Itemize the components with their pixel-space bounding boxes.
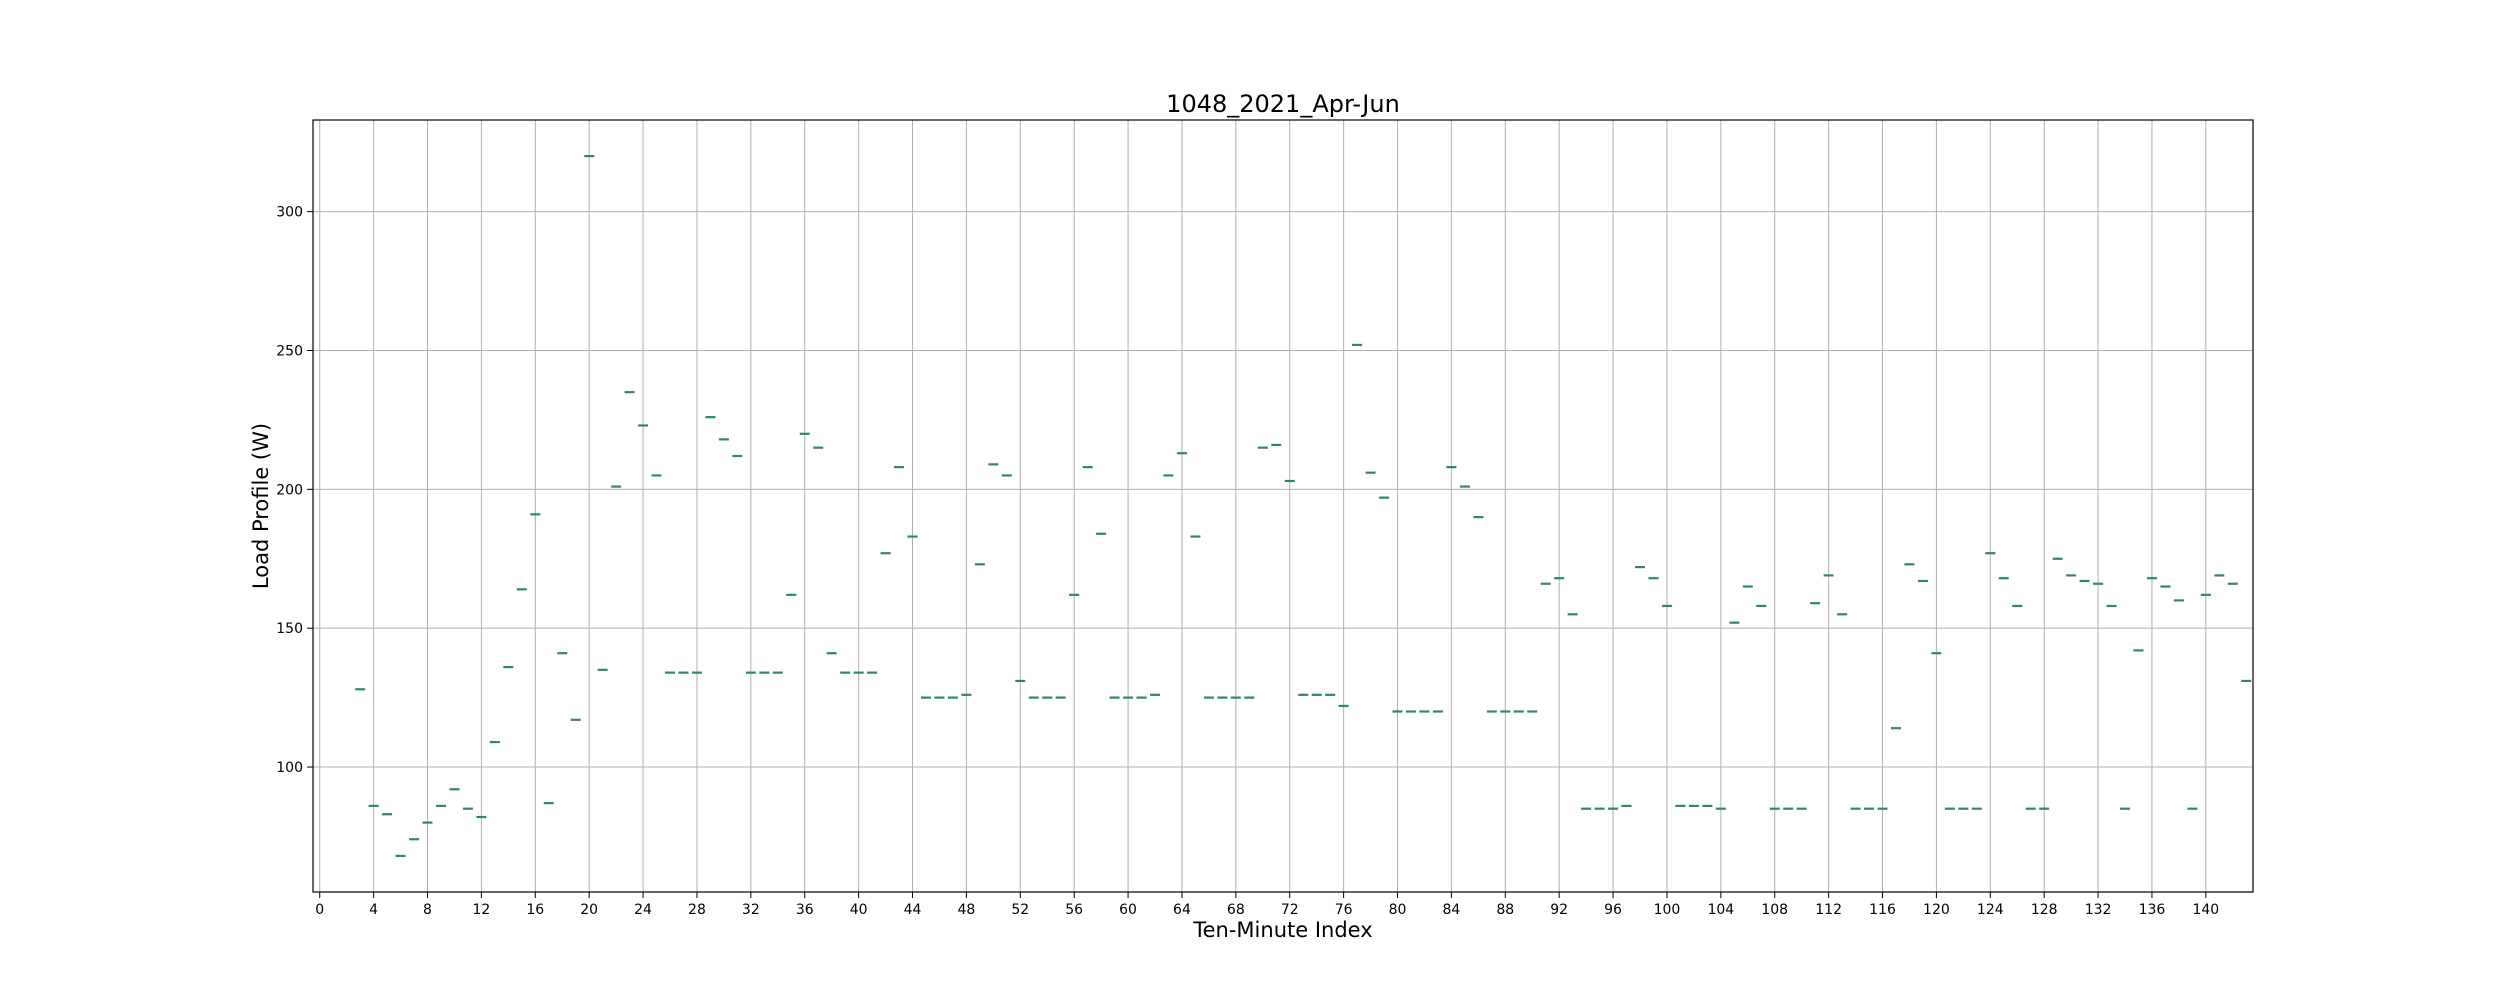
- chart-title: 1048_2021_Apr-Jun: [1166, 90, 1400, 118]
- x-tick-label: 104: [1707, 902, 1734, 918]
- x-tick-label: 56: [1065, 902, 1083, 918]
- x-tick-label: 132: [2085, 902, 2112, 918]
- x-tick-label: 12: [472, 902, 490, 918]
- x-tick-label: 108: [1761, 902, 1788, 918]
- x-tick-label: 124: [1977, 902, 2004, 918]
- x-tick-label: 28: [688, 902, 706, 918]
- y-tick-label: 200: [276, 482, 303, 498]
- x-tick-label: 24: [634, 902, 652, 918]
- x-tick-label: 120: [1923, 902, 1950, 918]
- x-tick-label: 60: [1119, 902, 1137, 918]
- x-axis-title: Ten-Minute Index: [1192, 918, 1372, 942]
- x-tick-label: 20: [580, 902, 598, 918]
- x-tick-label: 88: [1496, 902, 1514, 918]
- x-tick-label: 4: [369, 902, 378, 918]
- x-tick-label: 80: [1389, 902, 1407, 918]
- x-tick-label: 116: [1869, 902, 1896, 918]
- x-tick-label: 0: [315, 902, 324, 918]
- grid: [313, 120, 2253, 892]
- x-tick-label: 8: [423, 902, 432, 918]
- x-tick-label: 32: [742, 902, 760, 918]
- x-tick-label: 128: [2031, 902, 2058, 918]
- x-tick-label: 140: [2192, 902, 2219, 918]
- x-tick-label: 52: [1011, 902, 1029, 918]
- x-tick-label: 64: [1173, 902, 1191, 918]
- y-tick-label: 300: [276, 205, 303, 221]
- x-tick-label: 96: [1604, 902, 1622, 918]
- x-tick-label: 48: [957, 902, 975, 918]
- x-tick-label: 76: [1335, 902, 1353, 918]
- x-tick-label: 40: [850, 902, 868, 918]
- y-axis-title: Load Profile (W): [249, 423, 273, 589]
- x-tick-label: 112: [1815, 902, 1842, 918]
- y-tick-label: 150: [276, 621, 303, 637]
- x-tick-label: 92: [1550, 902, 1568, 918]
- axis-ticks: 0 4 8 12 16 20 24 28 32 36 40 44 48 52 56 60 64 68 72 76 80 8…: [276, 205, 2219, 918]
- data-points: [355, 155, 2252, 857]
- x-tick-label: 84: [1442, 902, 1460, 918]
- x-tick-label: 68: [1227, 902, 1245, 918]
- x-tick-label: 136: [2139, 902, 2166, 918]
- x-tick-label: 36: [796, 902, 814, 918]
- x-tick-label: 72: [1281, 902, 1299, 918]
- plot-area: [313, 120, 2253, 892]
- x-tick-label: 100: [1654, 902, 1681, 918]
- plot-frame: [312, 119, 2254, 893]
- x-tick-label: 44: [904, 902, 922, 918]
- y-tick-label: 100: [276, 760, 303, 776]
- x-tick-label: 16: [526, 902, 544, 918]
- y-tick-label: 250: [276, 343, 303, 359]
